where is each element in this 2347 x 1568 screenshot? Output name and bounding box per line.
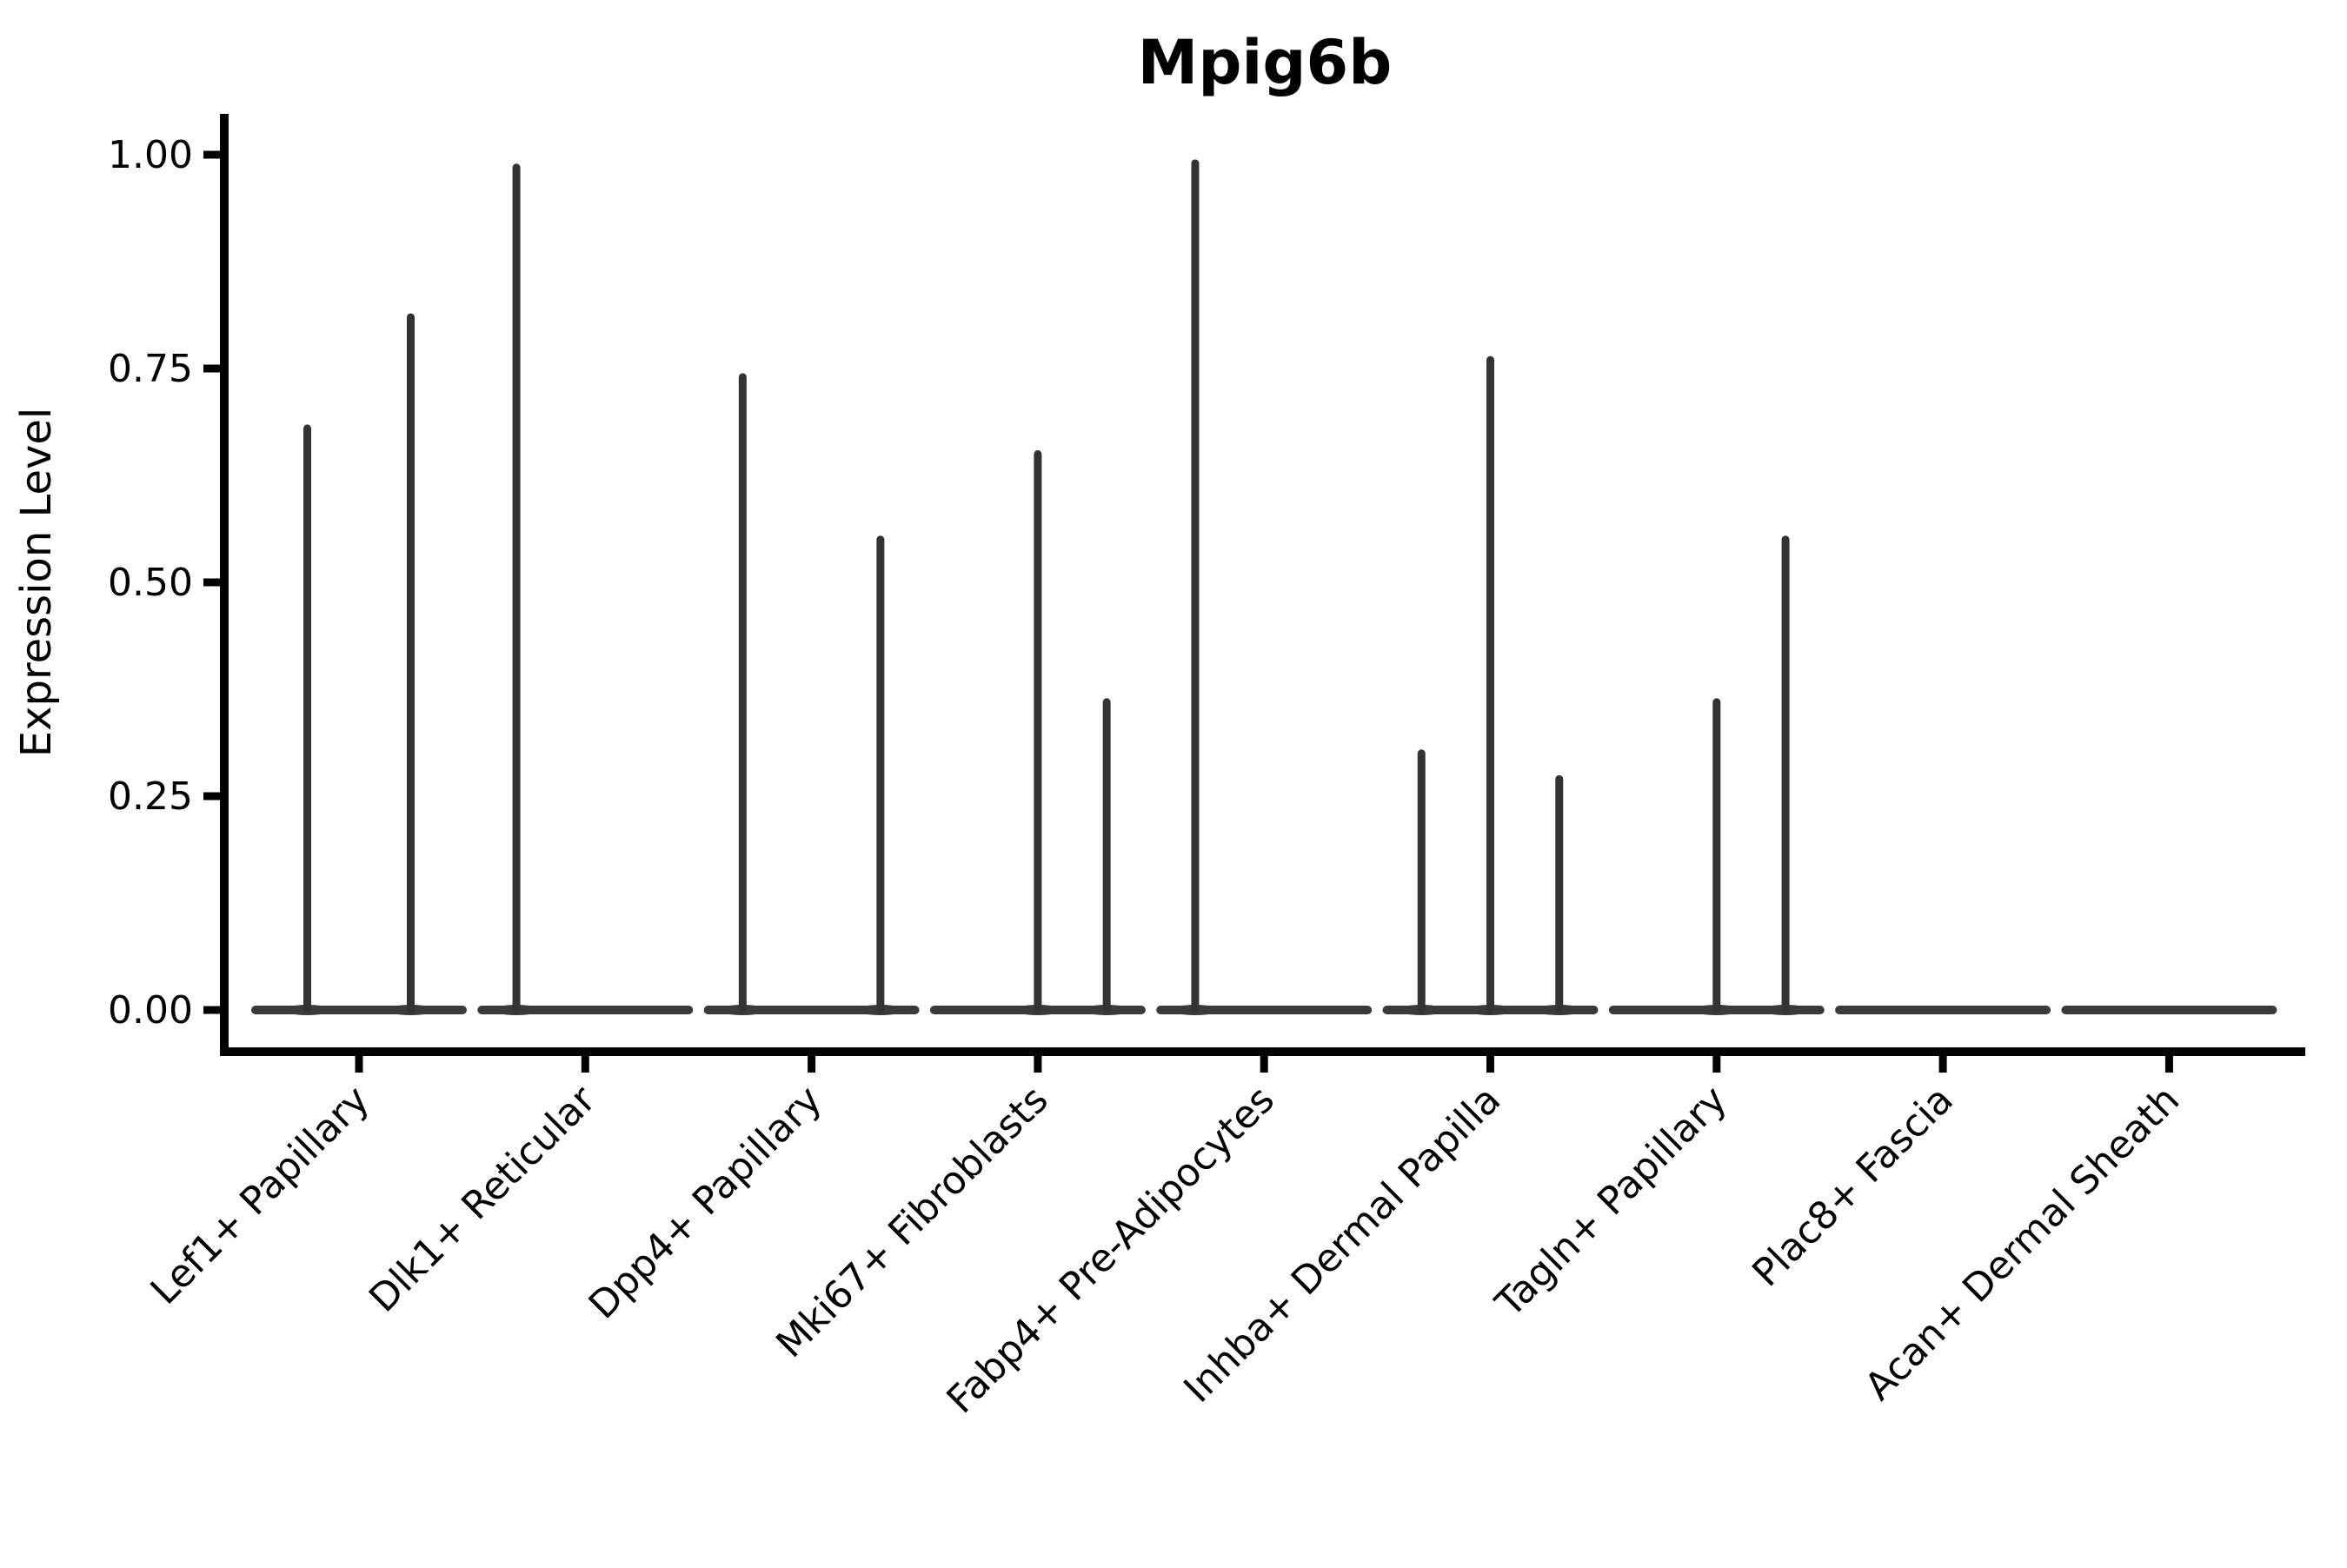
axes	[203, 114, 2305, 1073]
x-tick-label: Tagln+ Papillary	[1486, 1078, 1735, 1326]
y-tick-label: 0.75	[108, 347, 193, 391]
y-tick-label: 1.00	[108, 133, 193, 177]
x-tick-label: Dlk1+ Reticular	[361, 1077, 605, 1321]
x-tick-label: Plac8+ Fascia	[1744, 1078, 1962, 1296]
x-tick-label: Lef1+ Papillary	[143, 1078, 378, 1313]
violins	[251, 159, 2277, 1015]
y-axis-label: Expression Level	[12, 408, 61, 758]
chart-title: Mpig6b	[1138, 27, 1393, 98]
y-tick-label: 0.25	[108, 774, 193, 819]
y-tick-label: 0.00	[108, 988, 193, 1033]
y-tick-labels: 1.00 0.75 0.50 0.25 0.00	[108, 133, 193, 1033]
y-tick-label: 0.50	[108, 561, 193, 605]
x-tick-label: Dpp4+ Papillary	[581, 1078, 831, 1328]
